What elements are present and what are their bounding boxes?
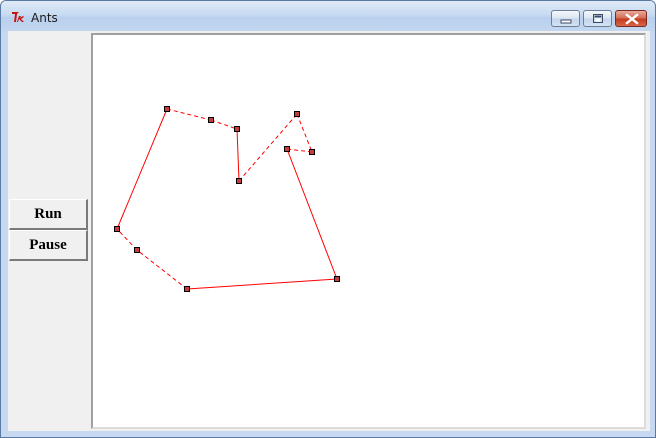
city-node-3 bbox=[236, 178, 242, 184]
maximize-icon bbox=[593, 14, 603, 23]
minimize-icon bbox=[560, 19, 572, 24]
path-edge-3 bbox=[236, 128, 240, 182]
client-area: Run Pause bbox=[8, 31, 650, 431]
close-icon bbox=[625, 13, 639, 25]
path-edge-1 bbox=[116, 108, 168, 230]
city-node-9 bbox=[134, 247, 140, 253]
pheromone-edge-3 bbox=[296, 113, 313, 153]
run-button[interactable]: Run bbox=[9, 199, 88, 230]
minimize-button[interactable] bbox=[551, 10, 580, 27]
window-title: Ants bbox=[31, 11, 58, 25]
pheromone-edge-4 bbox=[286, 148, 313, 153]
tour-canvas[interactable] bbox=[91, 33, 646, 429]
pheromone-edge-0 bbox=[166, 108, 212, 121]
city-node-6 bbox=[284, 146, 290, 152]
city-node-4 bbox=[294, 111, 300, 117]
city-node-10 bbox=[114, 226, 120, 232]
pheromone-edge-5 bbox=[136, 249, 188, 290]
city-node-5 bbox=[309, 149, 315, 155]
path-edge-2 bbox=[186, 278, 338, 290]
tour-drawing bbox=[114, 106, 340, 292]
pheromone-edge-6 bbox=[116, 228, 138, 251]
tk-feather-icon bbox=[12, 12, 24, 22]
close-button[interactable] bbox=[615, 10, 647, 27]
pheromone-edge-1 bbox=[210, 119, 238, 130]
pause-button[interactable]: Pause bbox=[9, 230, 88, 261]
maximize-button[interactable] bbox=[583, 10, 612, 27]
city-node-0 bbox=[164, 106, 170, 112]
path-edge-0 bbox=[286, 148, 338, 280]
pheromone-edge-2 bbox=[238, 113, 298, 182]
city-node-2 bbox=[234, 126, 240, 132]
city-node-8 bbox=[184, 286, 190, 292]
title-bar[interactable]: Ants bbox=[1, 1, 655, 31]
city-node-1 bbox=[208, 117, 214, 123]
city-node-7 bbox=[334, 276, 340, 282]
